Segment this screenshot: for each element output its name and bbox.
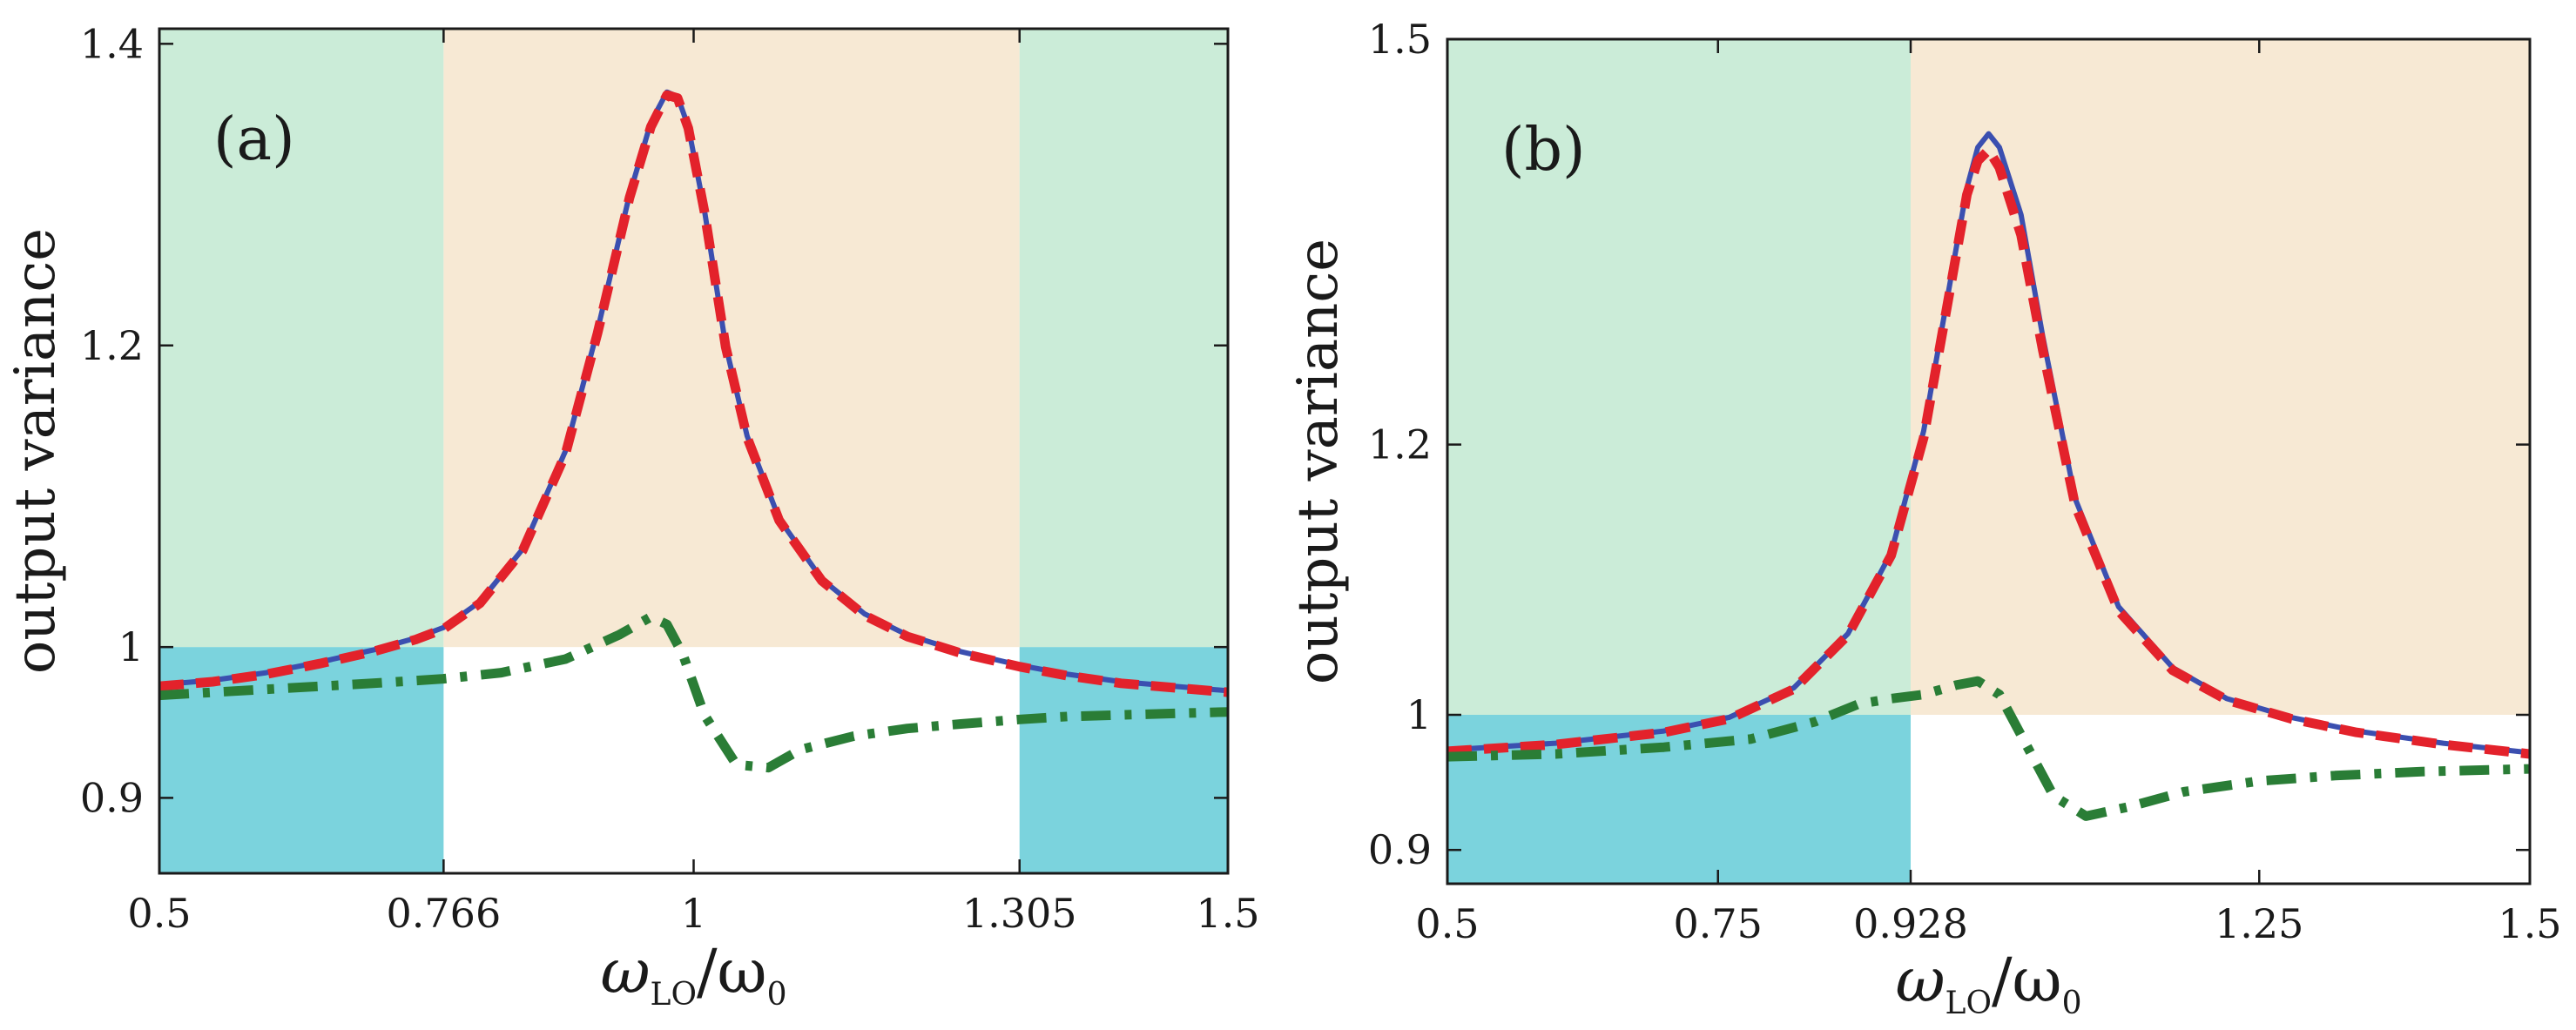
y-tick-label: 0.9	[1368, 826, 1432, 873]
shaded-region	[443, 29, 1020, 648]
x-tick-label: 0.5	[1415, 900, 1479, 947]
x-axis-label-subscript: LO	[651, 977, 697, 1013]
shaded-region	[1019, 29, 1228, 648]
series-line-approximation	[159, 90, 1228, 697]
y-axis-label: output variance	[1286, 239, 1351, 684]
x-axis-label: ωLO/ω0	[600, 936, 786, 1013]
y-tick-label: 1	[118, 623, 144, 670]
x-axis-label-symbol: ω	[600, 936, 650, 1007]
x-tick-label: 1.25	[2215, 900, 2303, 947]
series-line-approximation	[1447, 145, 2530, 759]
x-axis-label-symbol: ω	[1895, 945, 1945, 1016]
shaded-region	[1447, 715, 1912, 884]
x-tick-label: 1.5	[1196, 890, 1259, 937]
x-axis-label-subscript-0: 0	[2062, 986, 2082, 1021]
x-tick-label: 0.75	[1674, 900, 1763, 947]
y-tick-label: 1.5	[1368, 16, 1432, 63]
shaded-region	[159, 29, 444, 648]
y-tick-label: 1.2	[1368, 421, 1432, 468]
x-axis-label-subscript-0: 0	[767, 977, 787, 1013]
x-tick-label: 1.5	[2498, 900, 2561, 947]
y-axis-label: output variance	[3, 228, 68, 674]
series-line-reference	[159, 612, 1228, 773]
chart-panel-a: 0.5 0.766 1 1.305 1.5 0.9 1 1.2 1.4 (a) output var…	[3, 20, 1260, 1013]
y-tick-label: 1	[1406, 691, 1432, 738]
series-line-reference	[1447, 676, 2530, 821]
x-axis-label-subscript: LO	[1945, 986, 1992, 1021]
x-axis-label: ωLO/ω0	[1895, 945, 2081, 1021]
x-tick-label: 1.305	[962, 890, 1077, 937]
x-tick-label: 0.766	[387, 890, 502, 937]
panel-label: (b)	[1501, 116, 1586, 185]
shaded-region	[1447, 39, 1912, 715]
panel-label: (a)	[213, 105, 295, 174]
x-axis-label-divisor: /ω	[1992, 945, 2062, 1016]
x-tick-label: 0.928	[1853, 900, 1968, 947]
chart-panel-b: 0.5 0.75 0.928 1.25 1.5 0.9 1 1.2 1.5 (b) output v…	[1286, 16, 2562, 1021]
axes-frame	[1446, 37, 2532, 885]
x-tick-label: 1	[681, 890, 706, 937]
x-axis-label-divisor: /ω	[697, 936, 767, 1007]
x-tick-label: 0.5	[127, 890, 191, 937]
y-tick-label: 1.2	[80, 322, 144, 369]
y-tick-label: 0.9	[80, 774, 144, 821]
shaded-region	[1911, 39, 2530, 715]
y-tick-label: 1.4	[80, 20, 144, 67]
